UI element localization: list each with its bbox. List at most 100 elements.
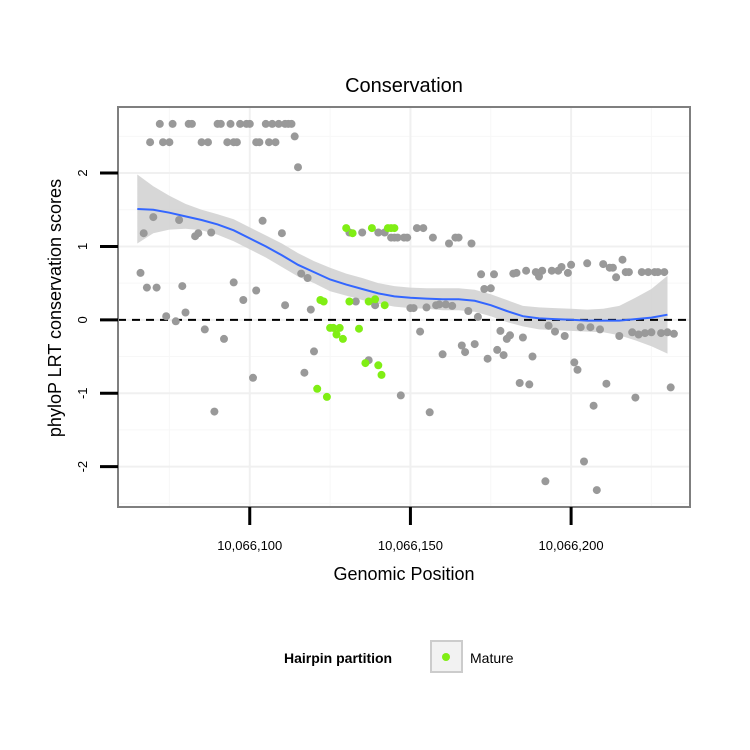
data-point-mature (322, 392, 331, 401)
data-point-other (448, 301, 457, 310)
data-point-other (602, 379, 611, 388)
x-axis-title: Genomic Position (333, 564, 474, 584)
data-point-other (416, 327, 425, 336)
smooth-line-layer (137, 208, 668, 322)
data-point-mature (329, 323, 338, 332)
data-point-other (464, 307, 473, 315)
data-point-mature (335, 323, 344, 332)
data-point-other (528, 352, 537, 361)
y-axis-title: phyloP LRT conservation scores (45, 179, 65, 437)
data-point-other (236, 119, 245, 128)
data-point-mature (338, 334, 347, 343)
data-point-mature (313, 384, 322, 393)
data-point-mature (342, 224, 351, 233)
chart-title: Conservation (345, 75, 463, 97)
data-point-other (477, 270, 486, 279)
data-point-other (403, 233, 412, 242)
data-point-other (265, 138, 273, 147)
data-point-other (612, 273, 621, 282)
data-point-other (155, 119, 164, 128)
data-point-other (419, 224, 428, 233)
data-point-other (512, 268, 521, 277)
data-point-other (473, 312, 482, 321)
data-point-other (573, 365, 582, 374)
data-point-other (666, 383, 675, 392)
data-point-other (409, 304, 418, 313)
data-point-other (396, 391, 405, 400)
data-point-other (274, 119, 283, 128)
data-point-other (294, 163, 302, 172)
data-point-other (441, 300, 450, 309)
data-point-other (232, 138, 241, 147)
data-point-other (589, 401, 598, 410)
data-point-other (287, 119, 296, 128)
data-point-mature (332, 330, 341, 339)
data-point-other (162, 312, 171, 321)
data-point-other (541, 477, 550, 486)
data-point-mature (319, 297, 328, 306)
data-point-other (486, 284, 495, 293)
data-point-other (467, 239, 476, 248)
data-point-other (470, 340, 479, 349)
data-point-other (412, 224, 421, 233)
y-tick-label: 2 (75, 169, 90, 176)
data-point-other (634, 330, 643, 339)
data-point-other (557, 263, 566, 271)
data-point-other (258, 216, 267, 225)
data-point-other (165, 138, 174, 147)
data-point-other (223, 138, 232, 147)
data-point-other (159, 138, 167, 147)
y-tick-label: -2 (75, 461, 90, 473)
data-point-other (181, 308, 190, 317)
data-point-other (207, 228, 216, 237)
legend: Hairpin partition Mature (284, 640, 514, 673)
data-point-other (570, 358, 579, 367)
data-point-other (563, 268, 572, 277)
data-point-other (599, 260, 608, 269)
data-point-other (608, 263, 617, 272)
legend-title: Hairpin partition (284, 650, 392, 666)
data-point-other (194, 229, 203, 238)
grid (118, 107, 690, 507)
data-point-other (631, 393, 640, 402)
data-point-other (647, 328, 656, 337)
data-point-other (422, 303, 431, 312)
data-point-other (136, 268, 145, 277)
confidence-band (137, 174, 668, 354)
data-point-mature (377, 370, 386, 379)
data-point-other (306, 305, 315, 314)
data-point-other (586, 323, 595, 332)
data-point-other (490, 270, 498, 279)
data-point-other (641, 329, 649, 338)
data-point-mature (361, 359, 370, 368)
data-point-other (592, 486, 601, 495)
y-tick-label: 0 (75, 316, 90, 323)
data-point-other (178, 282, 187, 291)
data-point-other (538, 266, 547, 275)
legend-key (430, 640, 463, 673)
data-point-other (239, 296, 248, 304)
data-point-other (425, 408, 434, 417)
data-point-other (515, 379, 524, 387)
panel-border (117, 106, 691, 508)
data-point-mature (374, 361, 383, 370)
data-point-other (480, 285, 489, 293)
data-point-other (457, 341, 466, 350)
data-point-other (644, 268, 653, 277)
data-point-other (518, 333, 527, 342)
data-point-other (152, 283, 161, 292)
confidence-band-layer (137, 174, 668, 354)
data-point-other (522, 266, 531, 275)
data-point-other (567, 260, 576, 269)
data-point-other (277, 229, 286, 238)
data-point-other (271, 138, 280, 147)
data-point-other (461, 348, 470, 357)
data-point-other (551, 327, 559, 336)
data-point-other (371, 301, 380, 310)
data-point-mature (380, 301, 389, 310)
data-point-other (660, 268, 669, 277)
data-point-other (615, 332, 624, 340)
data-point-other (637, 268, 646, 277)
legend-mature-dot (442, 653, 450, 661)
